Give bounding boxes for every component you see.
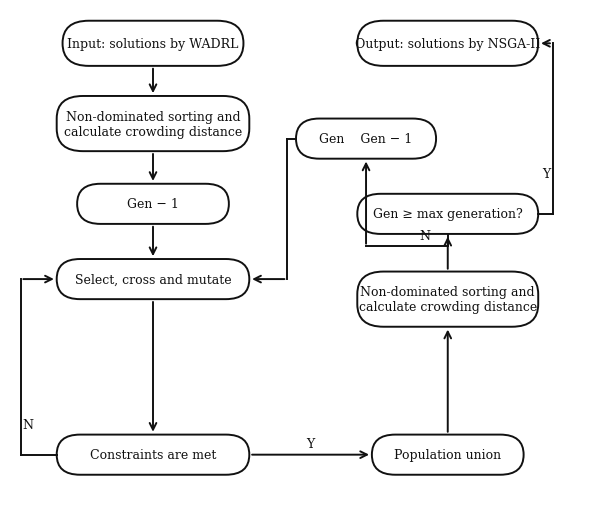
Text: Select, cross and mutate: Select, cross and mutate <box>75 273 231 286</box>
Text: Y: Y <box>542 168 550 181</box>
FancyBboxPatch shape <box>57 97 249 152</box>
Text: Non-dominated sorting and
calculate crowding distance: Non-dominated sorting and calculate crow… <box>359 286 537 314</box>
Text: N: N <box>22 418 33 431</box>
Text: Output: solutions by NSGA-II: Output: solutions by NSGA-II <box>355 38 540 51</box>
Text: Constraints are met: Constraints are met <box>90 448 216 461</box>
FancyBboxPatch shape <box>296 119 436 159</box>
Text: Gen ≥ max generation?: Gen ≥ max generation? <box>373 208 523 221</box>
FancyBboxPatch shape <box>358 22 538 67</box>
Text: Input: solutions by WADRL: Input: solutions by WADRL <box>67 38 239 51</box>
Text: Gen − 1: Gen − 1 <box>127 198 179 211</box>
Text: N: N <box>419 230 430 242</box>
Text: Y: Y <box>307 437 315 450</box>
FancyBboxPatch shape <box>358 194 538 235</box>
FancyBboxPatch shape <box>57 260 249 300</box>
FancyBboxPatch shape <box>57 435 249 475</box>
FancyBboxPatch shape <box>358 272 538 327</box>
Text: Non-dominated sorting and
calculate crowding distance: Non-dominated sorting and calculate crow… <box>64 110 242 138</box>
FancyBboxPatch shape <box>372 435 524 475</box>
Text: Gen    Gen − 1: Gen Gen − 1 <box>320 133 413 146</box>
Text: Population union: Population union <box>394 448 501 461</box>
FancyBboxPatch shape <box>63 22 243 67</box>
FancyBboxPatch shape <box>77 184 229 224</box>
